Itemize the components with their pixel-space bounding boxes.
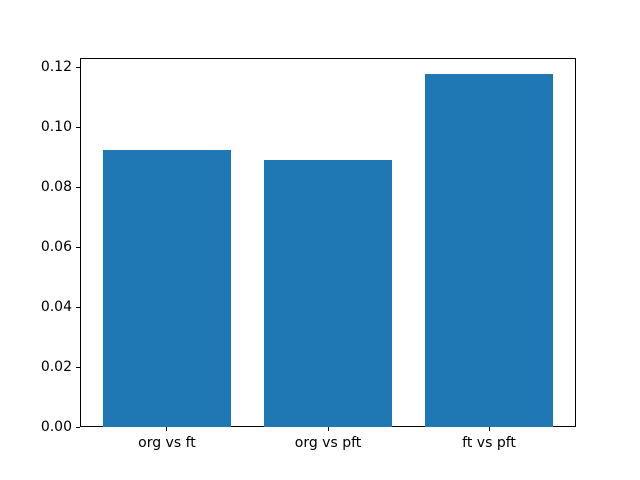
y-tick-mark — [76, 366, 80, 368]
y-tick-mark — [76, 186, 80, 188]
y-tick-label: 0.02 — [40, 359, 72, 375]
bar — [102, 149, 232, 427]
x-tick-label: org vs ft — [138, 435, 196, 451]
y-tick-label: 0.10 — [40, 119, 72, 135]
x-tick-mark — [327, 427, 329, 431]
x-tick-label: ft vs pft — [462, 435, 516, 451]
bar — [263, 159, 393, 427]
y-tick-mark — [76, 426, 80, 428]
bar — [424, 73, 554, 427]
y-tick-label: 0.12 — [40, 59, 72, 75]
y-tick-label: 0.00 — [40, 419, 72, 435]
x-tick-mark — [488, 427, 490, 431]
x-tick-mark — [166, 427, 168, 431]
y-tick-mark — [76, 66, 80, 68]
x-tick-label: org vs pft — [294, 435, 362, 451]
y-tick-label: 0.06 — [40, 239, 72, 255]
y-tick-mark — [76, 126, 80, 128]
y-tick-label: 0.04 — [40, 299, 72, 315]
y-tick-mark — [76, 306, 80, 308]
y-tick-mark — [76, 246, 80, 248]
y-tick-label: 0.08 — [40, 179, 72, 195]
